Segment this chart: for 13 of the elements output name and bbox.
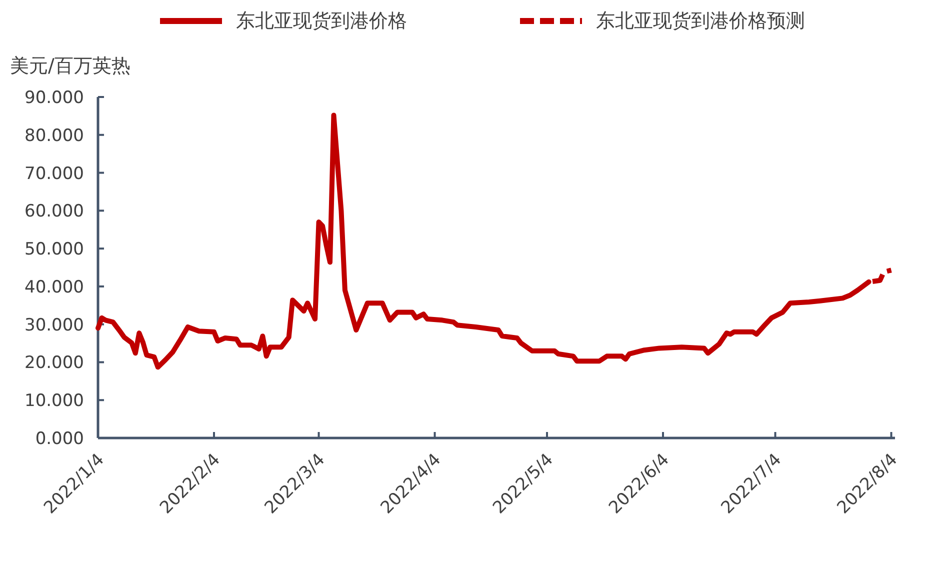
y-tick-label: 30.000 [24, 315, 84, 336]
y-tick-label: 20.000 [24, 353, 84, 374]
y-tick-label: 50.000 [24, 240, 84, 260]
y-tick-label: 40.000 [24, 277, 84, 298]
y-tick-label: 90.000 [24, 88, 84, 108]
y-axis-title: 美元/百万英热 [10, 55, 130, 77]
y-tick-label: 10.000 [24, 391, 84, 412]
y-tick-label: 0.000 [35, 429, 84, 449]
y-tick-label: 70.000 [24, 164, 84, 184]
legend-label: 东北亚现货到港价格 [236, 10, 407, 32]
y-tick-label: 80.000 [24, 126, 84, 146]
y-tick-label: 60.000 [24, 202, 84, 222]
legend-label: 东北亚现货到港价格预测 [596, 10, 805, 32]
